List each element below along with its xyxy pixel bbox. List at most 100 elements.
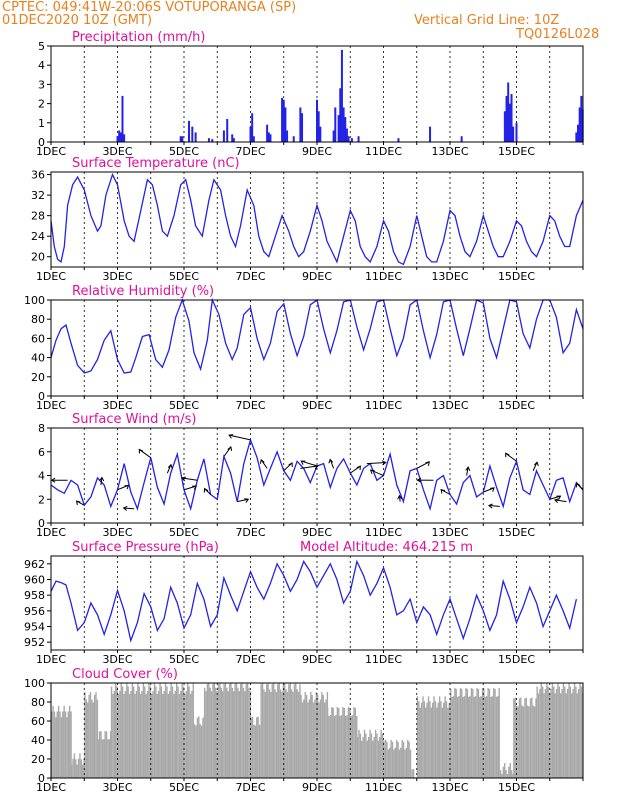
precip-bar (345, 128, 348, 142)
cloud-bar (515, 705, 518, 778)
x-tick-label: 15DEC (498, 653, 535, 666)
cloud-bar (221, 691, 224, 778)
cloud-bar (450, 688, 452, 778)
cloud-bar (354, 707, 357, 778)
wind-arrow-head (228, 434, 234, 439)
cloud-bar (369, 729, 371, 778)
panel-title: Surface Wind (m/s) (72, 412, 196, 427)
cloud-bar (293, 684, 296, 778)
cloud-bar (192, 683, 194, 778)
cloud-bar (295, 683, 297, 778)
cloud-bar (77, 758, 80, 778)
wind-arrow (370, 469, 384, 476)
cloud-bar (391, 741, 394, 778)
cloud-bar (248, 687, 250, 778)
cloud-bar (87, 702, 89, 778)
cloud-bar (427, 696, 430, 778)
cloud-bar (185, 690, 188, 778)
wind-arrow (329, 459, 335, 469)
cloud-bar (127, 686, 129, 778)
precip-bar (507, 82, 510, 142)
cloud-bar (180, 690, 182, 778)
y-tick-label: 28 (31, 210, 45, 223)
cloud-bar (329, 715, 332, 778)
cloud-bar (159, 683, 161, 778)
cloud-bar (130, 690, 132, 778)
y-tick-label: 0 (38, 136, 45, 149)
cloud-bar (383, 747, 385, 778)
cloud-bar (278, 683, 280, 778)
x-tick-label: 3DEC (102, 781, 132, 794)
cloud-bar (344, 715, 347, 778)
precip-bar (460, 136, 463, 142)
cloud-bar (404, 749, 406, 778)
precip-bar (252, 136, 255, 142)
cloud-bar (178, 693, 181, 778)
cloud-bar (380, 729, 382, 778)
wind-arrow-head (505, 452, 510, 458)
cloud-bar (64, 711, 67, 778)
cloud-bar (492, 688, 495, 778)
cloud-bar (56, 711, 58, 778)
cloud-bar (146, 690, 149, 778)
cloud-bar (138, 686, 140, 778)
cloud-bar (525, 697, 528, 778)
precip-bar (194, 132, 197, 142)
cloud-bar (131, 683, 134, 778)
cloud-bar (465, 688, 467, 778)
wind-arrow-head (203, 487, 209, 493)
cloud-bar (474, 696, 477, 778)
precip-bar (577, 124, 580, 142)
cloud-bar (338, 707, 340, 778)
cloud-bar (157, 690, 160, 778)
cloud-bar (274, 689, 276, 778)
cloud-bar (565, 693, 567, 778)
x-tick-label: 13DEC (431, 781, 468, 794)
cloud-bar (75, 759, 77, 778)
wind-arrow-head (575, 482, 581, 488)
cloud-bar (560, 693, 562, 778)
cloud-bar (113, 690, 116, 778)
cloud-bar (144, 686, 146, 778)
cloud-bar (256, 717, 258, 778)
precip-bar (508, 103, 511, 142)
cloud-bar (239, 683, 242, 778)
precip-bar (299, 107, 302, 142)
cloud-bar (480, 696, 482, 778)
cloud-bar (407, 739, 409, 778)
cloud-bar (575, 686, 577, 778)
cloud-bar (363, 729, 366, 778)
cloud-bar (55, 717, 57, 778)
cloud-bar (70, 711, 72, 778)
cloud-bar (365, 733, 367, 778)
cloud-bar (308, 699, 311, 778)
cloud-bar (303, 699, 305, 778)
wind-arrow-head (138, 448, 144, 454)
wind-arrow (166, 464, 172, 474)
cloud-bar (80, 759, 83, 778)
cloud-bar (343, 707, 345, 778)
wind-arrow (366, 461, 386, 465)
cloud-bar (518, 698, 521, 778)
precip-bar (266, 124, 269, 142)
x-tick-label: 11DEC (365, 270, 402, 283)
cloud-bar (89, 692, 92, 778)
x-tick-label: 15DEC (498, 781, 535, 794)
cloud-bar (268, 689, 271, 778)
x-tick-label: 13DEC (431, 270, 468, 283)
cloud-bar (69, 705, 71, 778)
cloud-bar (215, 687, 217, 778)
cloud-bar (557, 683, 559, 778)
cloud-bar (193, 724, 196, 778)
cloud-bar (206, 683, 209, 778)
cloud-bar (438, 696, 441, 778)
x-tick-label: 13DEC (431, 526, 468, 539)
cloud-bar (319, 699, 322, 778)
x-tick-label: 1DEC (36, 781, 66, 794)
precip-bar (211, 139, 214, 142)
cloud-bar (237, 687, 239, 778)
precip-bar (179, 136, 182, 142)
wind-arrow-head (356, 465, 361, 471)
cloud-bar (162, 693, 164, 778)
precip-bar (121, 95, 124, 142)
